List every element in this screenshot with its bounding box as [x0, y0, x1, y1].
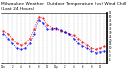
- Text: Milwaukee Weather  Outdoor Temperature (vs) Wind Chill (Last 24 Hours): Milwaukee Weather Outdoor Temperature (v…: [1, 2, 127, 11]
